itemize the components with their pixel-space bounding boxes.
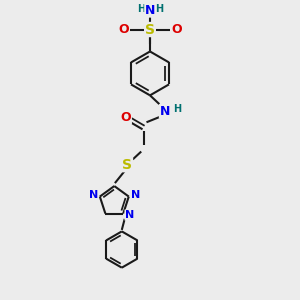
Text: N: N [145,4,155,17]
Text: N: N [159,105,170,118]
Text: S: S [145,22,155,37]
Text: H: H [173,103,181,113]
Text: H: H [155,4,163,14]
Text: O: O [118,23,129,36]
Text: H: H [137,4,145,14]
Text: N: N [130,190,140,200]
Text: O: O [171,23,181,36]
Text: N: N [89,190,98,200]
Text: S: S [122,158,133,172]
Text: O: O [121,111,131,124]
Text: N: N [125,210,134,220]
